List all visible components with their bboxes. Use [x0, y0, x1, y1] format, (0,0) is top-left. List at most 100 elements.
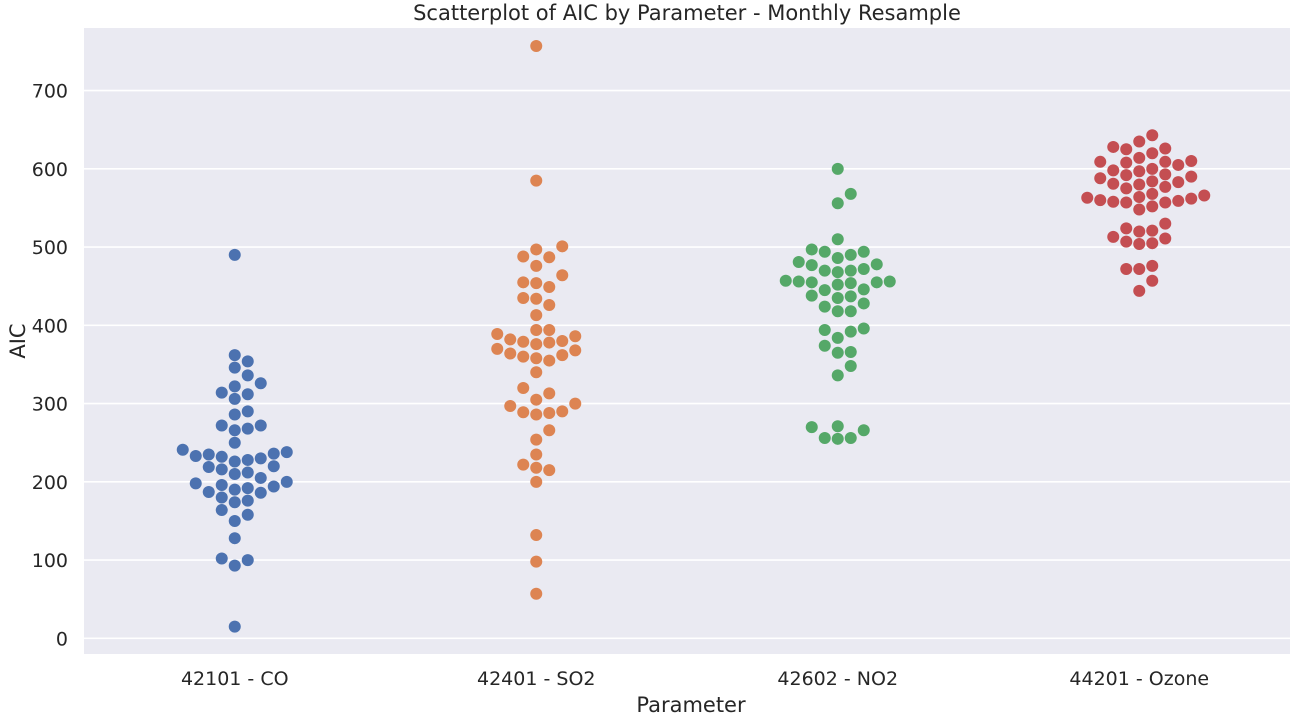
data-point [543, 464, 556, 477]
data-point [543, 406, 556, 419]
data-point [254, 419, 267, 432]
data-point [1146, 224, 1159, 237]
data-point [215, 478, 228, 491]
data-point [1120, 196, 1133, 209]
data-point [805, 259, 818, 272]
data-point [241, 369, 254, 382]
data-point [254, 471, 267, 484]
data-point [831, 369, 844, 382]
data-point [831, 278, 844, 291]
data-point [569, 330, 582, 343]
data-point [831, 305, 844, 318]
data-point [792, 255, 805, 268]
data-point [805, 243, 818, 256]
data-point [1120, 156, 1133, 169]
data-point [1120, 263, 1133, 276]
data-point [844, 325, 857, 338]
data-point [241, 405, 254, 418]
data-point [818, 339, 831, 352]
data-point [844, 360, 857, 373]
data-point [543, 424, 556, 437]
data-point [1159, 180, 1172, 193]
data-point [1094, 172, 1107, 185]
data-point [1120, 143, 1133, 156]
data-point [1107, 177, 1120, 190]
data-point [1120, 169, 1133, 182]
data-point [857, 297, 870, 310]
y-tick-label: 700 [32, 81, 68, 103]
data-point [1107, 230, 1120, 243]
data-point [831, 346, 844, 359]
data-point [556, 240, 569, 253]
data-point [844, 277, 857, 290]
y-axis-ticks: 0 100 200 300 400 500 600 700 [32, 81, 68, 651]
data-points [176, 39, 1211, 633]
data-point [543, 336, 556, 349]
data-point [530, 433, 543, 446]
data-point [530, 39, 543, 52]
data-point [831, 331, 844, 344]
data-point [530, 292, 543, 305]
data-point [530, 309, 543, 322]
data-point [1146, 187, 1159, 200]
data-point [530, 366, 543, 379]
data-point [831, 291, 844, 304]
data-point [254, 377, 267, 390]
data-point [176, 443, 189, 456]
data-point [1185, 170, 1198, 183]
data-point [241, 388, 254, 401]
data-point [530, 352, 543, 365]
y-tick-label: 0 [56, 628, 68, 650]
data-point [228, 349, 241, 362]
data-point [1133, 165, 1146, 178]
data-point [215, 552, 228, 565]
data-point [1133, 284, 1146, 297]
data-point [857, 424, 870, 437]
data-point [530, 448, 543, 461]
data-point [844, 264, 857, 277]
data-point [844, 432, 857, 445]
data-point [857, 245, 870, 258]
data-point [267, 480, 280, 493]
data-point [202, 460, 215, 473]
data-point [1146, 237, 1159, 250]
data-point [530, 461, 543, 474]
data-point [844, 345, 857, 358]
data-point [228, 468, 241, 481]
data-point [1159, 142, 1172, 155]
data-point [491, 342, 504, 355]
data-point [844, 305, 857, 318]
data-point [1133, 263, 1146, 276]
data-point [202, 486, 215, 499]
data-point [517, 350, 530, 363]
data-point [844, 290, 857, 303]
data-point [779, 274, 792, 287]
data-point [241, 466, 254, 479]
data-point [1094, 194, 1107, 207]
data-point [228, 514, 241, 527]
data-point [556, 269, 569, 282]
data-point [556, 405, 569, 418]
data-point [1107, 140, 1120, 153]
data-point [189, 450, 202, 463]
data-point [280, 446, 293, 459]
data-point [530, 587, 543, 600]
data-point [1120, 222, 1133, 235]
data-point [831, 420, 844, 433]
data-point [530, 174, 543, 187]
data-point [1172, 194, 1185, 207]
data-point [517, 381, 530, 394]
data-point [1159, 196, 1172, 209]
data-point [543, 281, 556, 294]
data-point [228, 532, 241, 545]
data-point [517, 458, 530, 471]
data-point [1146, 147, 1159, 160]
data-point [1146, 162, 1159, 175]
data-point [1146, 274, 1159, 287]
data-point [504, 399, 517, 412]
data-point [857, 322, 870, 335]
data-point [530, 243, 543, 256]
data-point [543, 299, 556, 312]
